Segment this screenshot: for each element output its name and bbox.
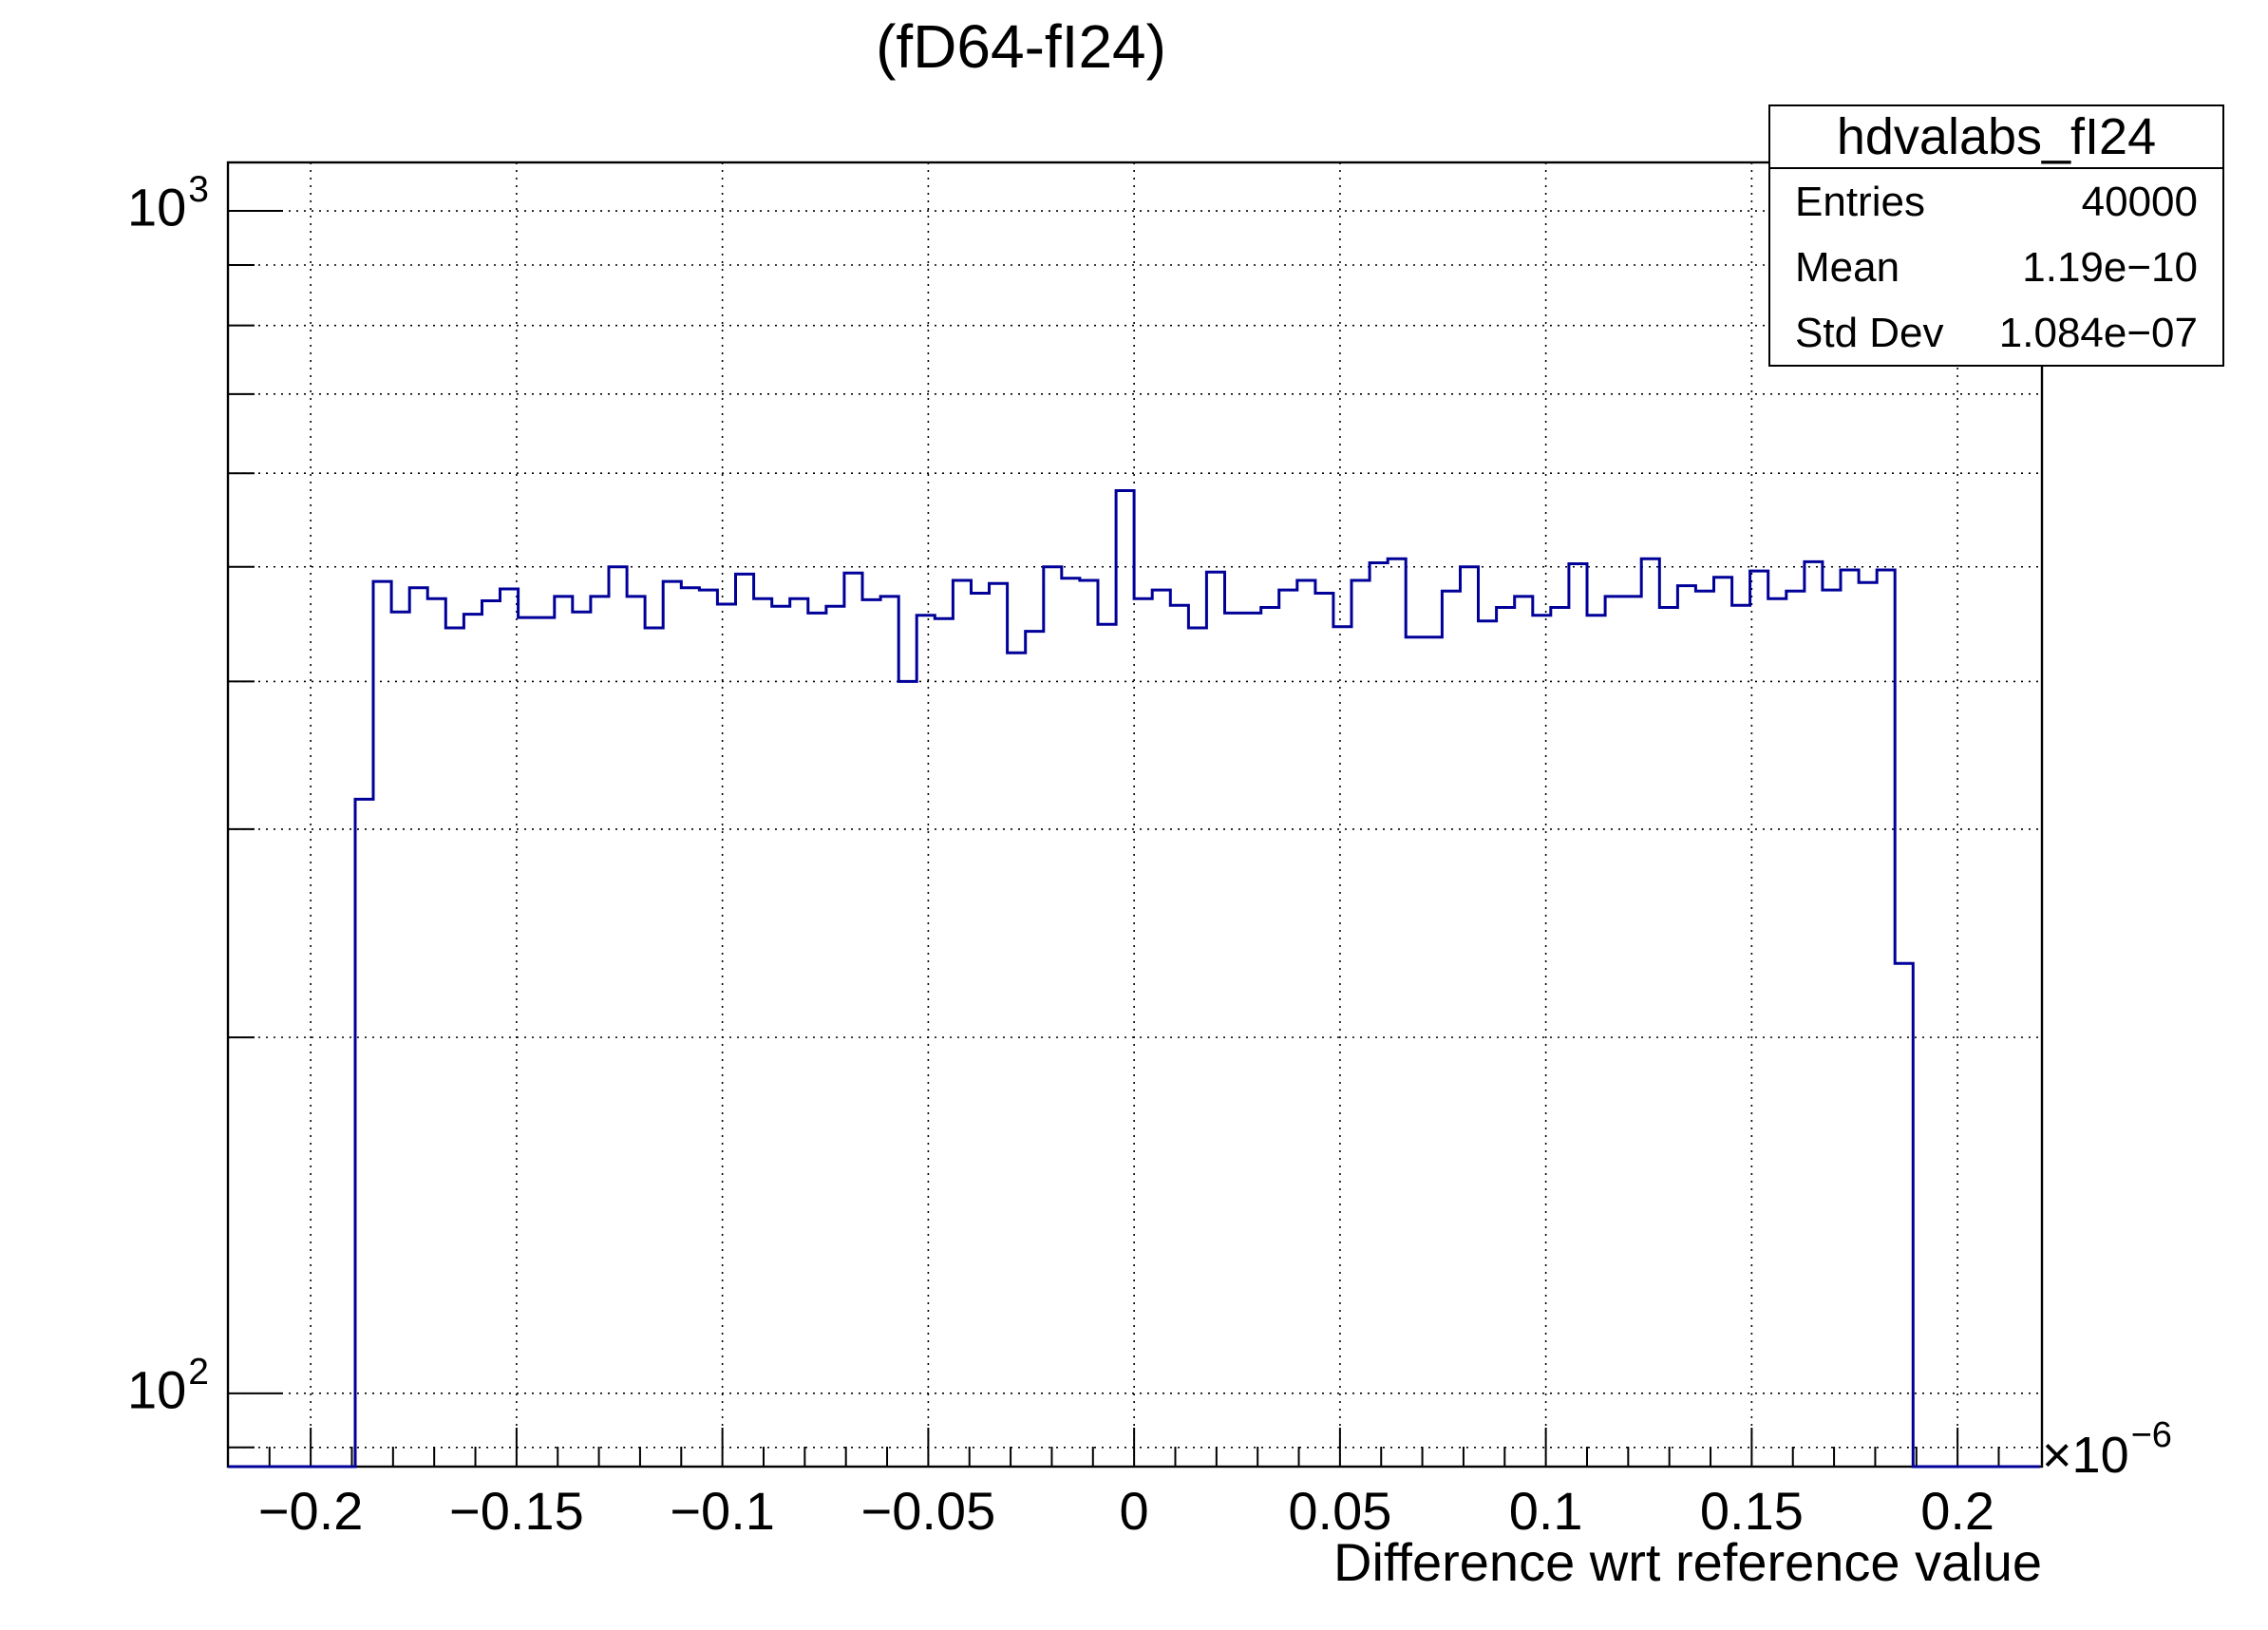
- stats-row-entries: Entries 40000: [1770, 169, 2222, 235]
- x-axis-multiplier: ×10−6: [2042, 1415, 2172, 1485]
- chart-title: (fD64-fI24): [876, 12, 1166, 81]
- x-axis-title: Difference wrt reference value: [1333, 1532, 2042, 1592]
- histogram-line: [228, 489, 2040, 1469]
- y-tick-label-base: 10: [127, 1359, 187, 1420]
- stats-box-title: hdvalabs_fI24: [1770, 106, 2222, 169]
- stats-value: 40000: [2081, 178, 2198, 225]
- stats-value: 1.084e−07: [1998, 309, 2198, 356]
- stats-label: Mean: [1795, 243, 1900, 291]
- stats-row-mean: Mean 1.19e−10: [1770, 235, 2222, 300]
- y-tick-label-exponent: 2: [188, 1351, 209, 1393]
- y-tick-label-base: 10: [127, 177, 187, 237]
- multiplier-exponent: −6: [2130, 1415, 2172, 1455]
- x-tick-label: −0.05: [860, 1481, 996, 1541]
- x-tick-label: 0.2: [1920, 1481, 1995, 1541]
- x-tick-label: 0.05: [1288, 1481, 1392, 1541]
- stats-value: 1.19e−10: [2022, 243, 2198, 291]
- y-tick-label-exponent: 3: [188, 169, 209, 211]
- stats-row-stddev: Std Dev 1.084e−07: [1770, 300, 2222, 366]
- x-tick-label: −0.2: [257, 1481, 364, 1541]
- y-tick-label: 102: [127, 1352, 209, 1421]
- multiplier-base: ×10: [2042, 1427, 2129, 1484]
- x-tick-label: −0.1: [670, 1481, 775, 1541]
- x-tick-label: 0: [1119, 1481, 1149, 1541]
- x-tick-label: 0.15: [1699, 1481, 1804, 1541]
- x-tick-label: −0.15: [449, 1481, 584, 1541]
- stats-label: Entries: [1795, 178, 1925, 225]
- stats-label: Std Dev: [1795, 309, 1944, 356]
- y-tick-label: 103: [127, 169, 209, 238]
- x-tick-label: 0.1: [1508, 1481, 1583, 1541]
- stats-box: hdvalabs_fI24 Entries 40000 Mean 1.19e−1…: [1768, 104, 2224, 367]
